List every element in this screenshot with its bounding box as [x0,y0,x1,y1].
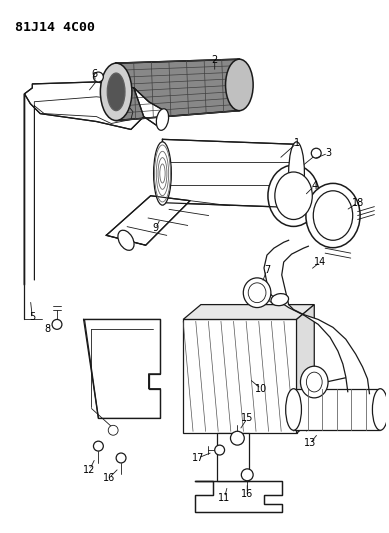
Bar [294,389,380,430]
Text: 13: 13 [304,438,316,448]
Text: 14: 14 [314,257,326,267]
Ellipse shape [243,278,271,308]
Circle shape [241,469,253,481]
Circle shape [93,72,103,82]
Circle shape [52,319,62,329]
Polygon shape [183,304,314,319]
Text: 8: 8 [44,325,50,334]
Text: 12: 12 [83,465,96,475]
Polygon shape [163,139,296,208]
Polygon shape [25,82,149,285]
Text: 7: 7 [264,265,270,275]
Ellipse shape [306,183,360,248]
Ellipse shape [107,73,125,111]
Text: 6: 6 [91,69,98,79]
Ellipse shape [271,294,289,306]
Polygon shape [217,433,249,481]
Text: 5: 5 [29,312,35,322]
Polygon shape [296,304,314,433]
Text: 16: 16 [103,473,116,483]
Circle shape [215,445,224,455]
Ellipse shape [307,372,322,392]
Text: 17: 17 [192,453,204,463]
Text: 11: 11 [219,492,231,503]
Ellipse shape [300,366,328,398]
Ellipse shape [268,165,319,227]
Polygon shape [84,319,161,418]
Text: 2: 2 [212,55,218,65]
Circle shape [108,425,118,435]
Ellipse shape [372,389,388,430]
Text: 9: 9 [152,223,159,233]
Polygon shape [264,240,308,304]
Text: 1: 1 [293,138,300,148]
Ellipse shape [118,230,134,251]
Ellipse shape [248,283,266,303]
Text: 81J14 4C00: 81J14 4C00 [15,21,95,34]
Circle shape [116,453,126,463]
Text: 16: 16 [241,489,253,498]
Ellipse shape [289,142,305,205]
Polygon shape [183,319,296,433]
Polygon shape [134,88,165,130]
Ellipse shape [100,63,132,120]
Circle shape [93,441,103,451]
Text: 4: 4 [311,181,317,191]
Ellipse shape [275,172,312,220]
Ellipse shape [154,142,171,205]
Text: 10: 10 [255,384,267,394]
Circle shape [311,148,321,158]
Polygon shape [116,59,239,120]
Ellipse shape [313,191,353,240]
Polygon shape [106,196,190,245]
Text: 3: 3 [325,148,331,158]
Polygon shape [195,481,282,512]
Ellipse shape [156,109,168,130]
Polygon shape [271,295,370,394]
Text: 18: 18 [352,198,364,208]
Ellipse shape [226,59,253,111]
Ellipse shape [286,389,301,430]
Text: 15: 15 [241,414,253,423]
Circle shape [230,431,244,445]
